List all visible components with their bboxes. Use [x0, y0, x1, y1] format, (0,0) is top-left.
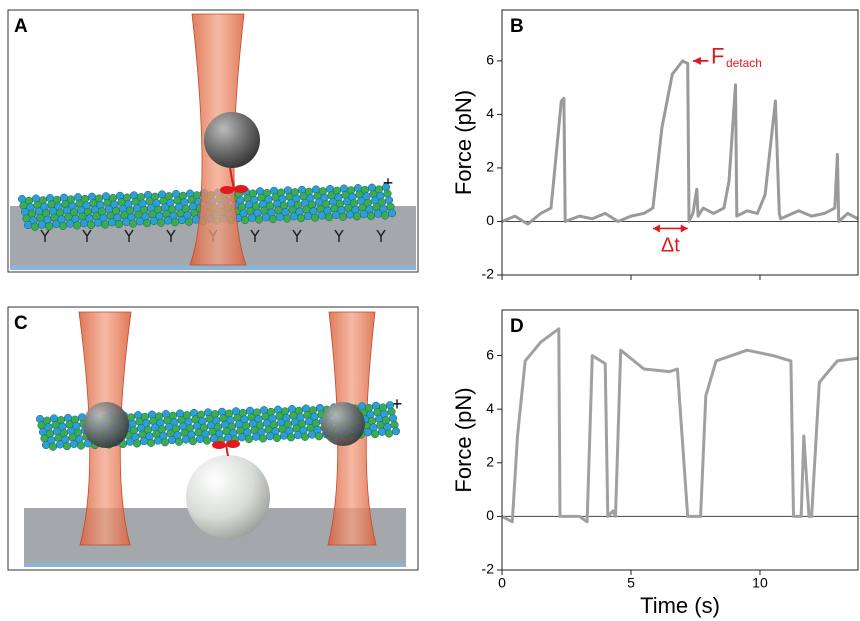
panel-label: B [510, 16, 524, 37]
tubulin [161, 439, 169, 447]
motor-head [212, 441, 226, 449]
tubulin [381, 212, 389, 220]
y-tick-label: 2 [486, 159, 494, 175]
tubulin [143, 219, 151, 227]
y-tick-label: 2 [486, 453, 494, 469]
tubulin [297, 214, 305, 222]
tubulin [171, 218, 179, 226]
plot-frame [502, 10, 858, 275]
tubulin [59, 222, 67, 230]
tubulin [63, 442, 71, 450]
panel-label: C [14, 313, 28, 334]
motor-head [226, 440, 240, 448]
panel-label: A [14, 16, 28, 37]
interval-label: Δt [661, 235, 680, 257]
tubulin [189, 437, 197, 445]
tubulin [315, 432, 323, 440]
x-tick-label: 0 [498, 575, 506, 591]
tubulin [287, 434, 295, 442]
tubulin [101, 221, 109, 229]
tubulin [129, 220, 137, 228]
force-trace [502, 61, 858, 224]
tubulin [301, 433, 309, 441]
tubulin [203, 437, 211, 445]
force-trace [502, 329, 858, 522]
y-tick-label: 6 [486, 52, 494, 68]
y-tick-label: -2 [482, 561, 495, 577]
y-tick-label: 0 [486, 507, 494, 523]
tubulin [175, 438, 183, 446]
tubulin [241, 216, 249, 224]
y-axis-label: Force (pN) [451, 90, 476, 195]
tubulin [283, 215, 291, 223]
x-tick-label: 10 [752, 575, 768, 591]
tubulin [49, 443, 57, 451]
y-tick-label: 0 [486, 212, 494, 228]
bead [321, 402, 365, 446]
force-subscript: detach [726, 56, 762, 70]
illustration-c: C + [8, 307, 418, 570]
y-tick-label: 4 [486, 400, 494, 416]
tubulin [147, 439, 155, 447]
tubulin [371, 430, 379, 438]
tubulin [339, 213, 347, 221]
tubulin [259, 435, 267, 443]
tubulin [185, 218, 193, 226]
tubulin [157, 219, 165, 227]
tubulin [115, 220, 123, 228]
illustration-a: A + [8, 10, 418, 272]
substrate-edge [24, 563, 406, 567]
tubulin [325, 213, 333, 221]
tubulin [392, 427, 400, 435]
y-axis-label: Force (pN) [451, 387, 476, 492]
figure: A + C + -20246BForce (pN)FdetachΔt-20246… [0, 0, 860, 621]
tubulin [385, 430, 393, 438]
tubulin [31, 223, 39, 231]
tubulin [255, 216, 263, 224]
tubulin [353, 213, 361, 221]
substrate-edge [10, 265, 416, 270]
tubulin [273, 434, 281, 442]
x-axis-label: Time (s) [640, 593, 720, 618]
panel-label: D [510, 316, 524, 337]
tubulin [388, 209, 396, 217]
bead [204, 112, 260, 168]
tubulin [245, 435, 253, 443]
bead [186, 455, 270, 539]
bead [83, 402, 129, 448]
motor-head [220, 186, 234, 194]
y-tick-label: -2 [482, 266, 495, 282]
tubulin [73, 222, 81, 230]
tubulin [87, 221, 95, 229]
tubulin [367, 212, 375, 220]
x-tick-label: 5 [627, 575, 635, 591]
tubulin [133, 440, 141, 448]
tubulin [311, 214, 319, 222]
tubulin [77, 442, 85, 450]
tubulin [269, 215, 277, 223]
y-tick-label: 4 [486, 105, 494, 121]
force-arrowhead [693, 57, 701, 65]
motor-head [234, 185, 248, 193]
tubulin [45, 223, 53, 231]
force-label: F [711, 44, 724, 69]
y-tick-label: 6 [486, 346, 494, 362]
